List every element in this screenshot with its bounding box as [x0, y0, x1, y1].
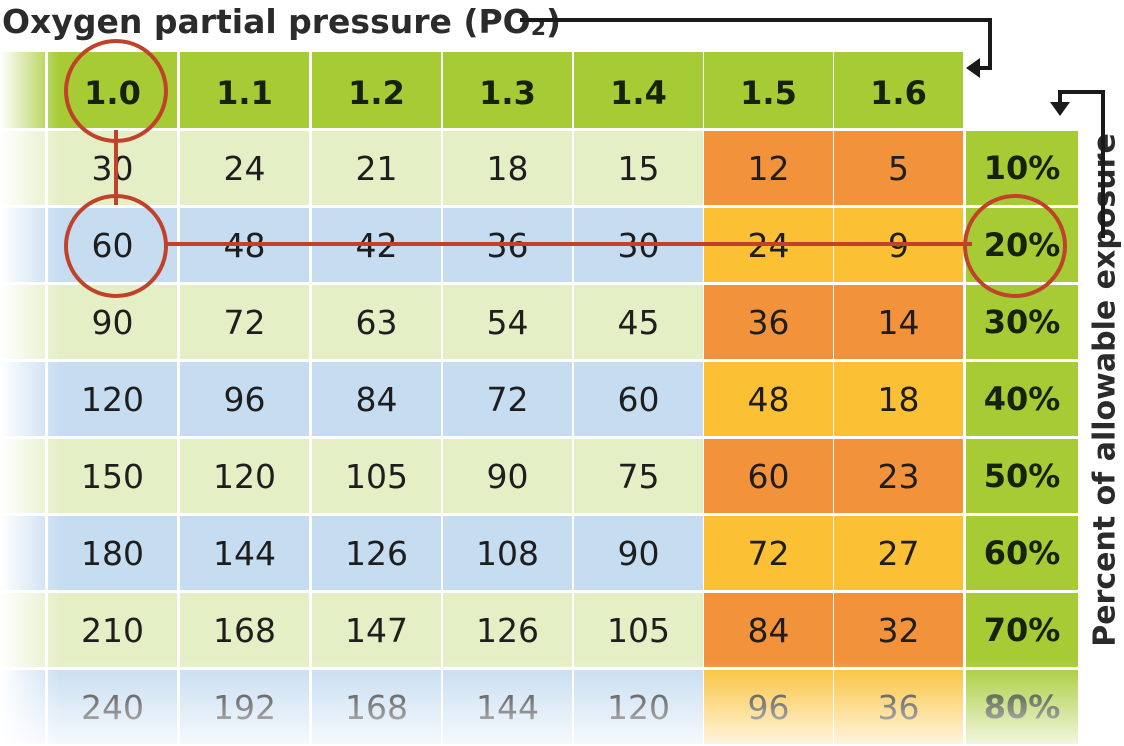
- table-cell: 180: [48, 516, 177, 590]
- row-label-percent: 80%: [966, 670, 1078, 744]
- table-cell: 168: [180, 593, 309, 667]
- table-cell: 14: [834, 285, 963, 359]
- column-header: 1.2: [312, 52, 441, 128]
- row-label-percent: 70%: [966, 593, 1078, 667]
- table-cell: 144: [180, 516, 309, 590]
- row-partial-cell: [0, 131, 45, 205]
- table-cell: 72: [443, 362, 572, 436]
- column-header: 1.0: [48, 52, 177, 128]
- table-cell: 90: [48, 285, 177, 359]
- table-cell: 36: [443, 208, 572, 282]
- table-cell: 192: [180, 670, 309, 744]
- row-label-percent: 20%: [966, 208, 1078, 282]
- table-cell: 48: [704, 362, 833, 436]
- table-cell: 54: [443, 285, 572, 359]
- table-cell: 45: [574, 285, 703, 359]
- column-header: 1.4: [574, 52, 703, 128]
- row-partial-cell: [0, 362, 45, 436]
- table-cell: 150: [48, 439, 177, 513]
- row-partial-cell: [0, 516, 45, 590]
- table-cell: 240: [48, 670, 177, 744]
- table-cell: 36: [834, 670, 963, 744]
- chart-title: Oxygen partial pressure (PO2): [2, 0, 561, 51]
- row-partial-cell: [0, 439, 45, 513]
- arrow-side-head: [1050, 102, 1070, 116]
- row-partial-cell: [0, 285, 45, 359]
- table-cell: 21: [312, 131, 441, 205]
- table-cell: 120: [574, 670, 703, 744]
- row-label-percent: 30%: [966, 285, 1078, 359]
- table-cell: 30: [574, 208, 703, 282]
- table-cell: 23: [834, 439, 963, 513]
- table-cell: 84: [312, 362, 441, 436]
- table-cell: 32: [834, 593, 963, 667]
- table-cell: 18: [443, 131, 572, 205]
- row-partial-cell: [0, 208, 45, 282]
- table-cell: 96: [704, 670, 833, 744]
- table-cell: 5: [834, 131, 963, 205]
- table-cell: 90: [443, 439, 572, 513]
- row-partial-cell: [0, 670, 45, 744]
- table-cell: 48: [180, 208, 309, 282]
- title-text: Oxygen partial pressure (PO: [2, 2, 531, 41]
- table-cell: 108: [443, 516, 572, 590]
- row-label-percent: 10%: [966, 131, 1078, 205]
- header-cell-partial: [0, 52, 45, 128]
- arrow-title-head: [966, 58, 980, 78]
- table-cell: 105: [312, 439, 441, 513]
- table-cell: 210: [48, 593, 177, 667]
- row-partial-cell: [0, 593, 45, 667]
- table-cell: 18: [834, 362, 963, 436]
- table-cell: 60: [704, 439, 833, 513]
- table-cell: 120: [48, 362, 177, 436]
- column-header: 1.1: [180, 52, 309, 128]
- table-cell: 42: [312, 208, 441, 282]
- side-label: Percent of allowable exposure: [1087, 133, 1123, 647]
- table-cell: 60: [574, 362, 703, 436]
- table-cell: 126: [312, 516, 441, 590]
- column-header: 1.3: [443, 52, 572, 128]
- table-cell: 24: [180, 131, 309, 205]
- table-cell: 84: [704, 593, 833, 667]
- table-cell: 72: [180, 285, 309, 359]
- row-label-percent: 60%: [966, 516, 1078, 590]
- table-cell: 30: [48, 131, 177, 205]
- row-label-percent: 40%: [966, 362, 1078, 436]
- table-cell: 24: [704, 208, 833, 282]
- table-cell: 96: [180, 362, 309, 436]
- title-suffix: ): [546, 2, 562, 41]
- table-cell: 12: [704, 131, 833, 205]
- table-cell: 27: [834, 516, 963, 590]
- column-header: 1.6: [834, 52, 963, 128]
- table-cell: 147: [312, 593, 441, 667]
- table-cell: 90: [574, 516, 703, 590]
- table-cell: 9: [834, 208, 963, 282]
- table-cell: 168: [312, 670, 441, 744]
- table-cell: 144: [443, 670, 572, 744]
- column-header: 1.5: [704, 52, 833, 128]
- row-label-percent: 50%: [966, 439, 1078, 513]
- table-cell: 75: [574, 439, 703, 513]
- table-cell: 126: [443, 593, 572, 667]
- table-cell: 120: [180, 439, 309, 513]
- table-cell: 72: [704, 516, 833, 590]
- table-cell: 36: [704, 285, 833, 359]
- table-cell: 60: [48, 208, 177, 282]
- title-subscript: 2: [530, 16, 546, 41]
- table-cell: 63: [312, 285, 441, 359]
- table-cell: 105: [574, 593, 703, 667]
- table-cell: 15: [574, 131, 703, 205]
